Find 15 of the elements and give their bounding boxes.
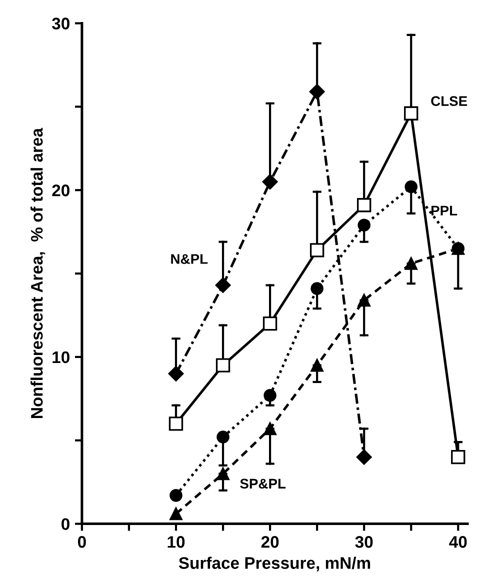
series-label: N&PL	[171, 254, 208, 264]
x-tick-label: 10	[168, 536, 185, 548]
x-tick-label: 30	[355, 536, 373, 548]
series-label: CLSE	[431, 96, 468, 106]
y-tick-label: 20	[52, 184, 70, 196]
y-tick-label: 10	[52, 351, 70, 364]
y-tick-label: 30	[52, 18, 70, 30]
series-label: SP&PL	[240, 478, 286, 489]
y-tick-label: 0	[62, 518, 70, 530]
x-axis-title: Surface Pressure, mN/m	[178, 556, 370, 572]
y-axis-title: Nonfluorescent Area, % of total area	[30, 128, 46, 418]
series-label: PPL	[431, 206, 458, 216]
x-tick-label: 40	[449, 536, 467, 548]
x-tick-label: 0	[78, 536, 86, 548]
x-tick-label: 20	[261, 536, 279, 548]
